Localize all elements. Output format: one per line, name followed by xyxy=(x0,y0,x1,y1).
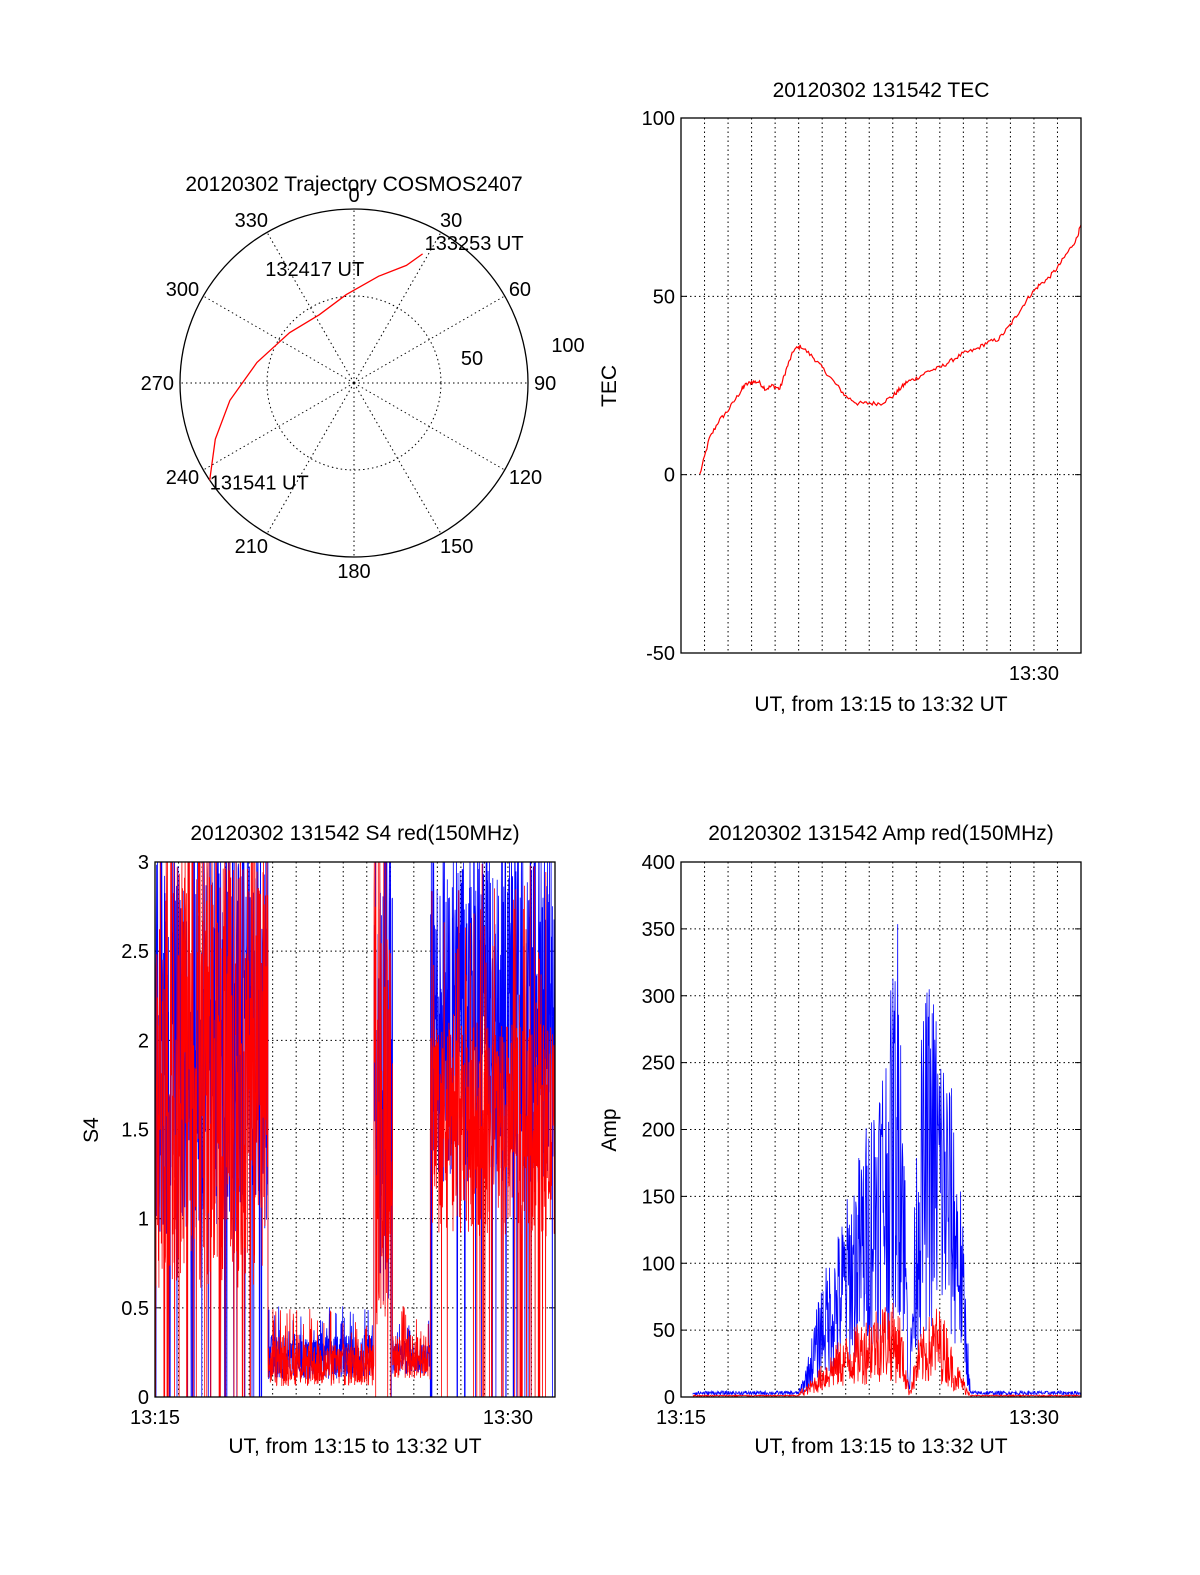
polar-azimuth-label: 60 xyxy=(509,279,531,301)
tec-ytick-label: 100 xyxy=(642,108,675,130)
amp-ytick-label: 300 xyxy=(642,986,675,1008)
s4-ytick-label: 3 xyxy=(138,852,149,874)
polar-azimuth-label: 300 xyxy=(166,279,199,301)
amp-series-blue xyxy=(692,924,1081,1397)
tec-xlabel: UT, from 13:15 to 13:32 UT xyxy=(754,693,1007,716)
s4-series-red xyxy=(155,862,555,1397)
polar-outer-circle xyxy=(179,208,529,558)
amp-panel: 20120302 131542 Amp red(150MHz) UT, from… xyxy=(598,822,1082,1458)
trajectory-annotation: 131541 UT xyxy=(210,472,309,494)
s4-xtick-label: 13:30 xyxy=(483,1407,533,1429)
polar-azimuth-label: 30 xyxy=(440,210,462,232)
polar-azimuth-label: 0 xyxy=(348,185,359,207)
polar-spoke xyxy=(266,232,355,384)
amp-ylabel: Amp xyxy=(598,1108,621,1151)
polar-radius-label: 50 xyxy=(461,348,483,370)
s4-xlabel: UT, from 13:15 to 13:32 UT xyxy=(228,1435,481,1458)
tec-ylabel: TEC xyxy=(598,365,621,407)
tec-ytick-label: 50 xyxy=(653,286,675,308)
tec-xtick-label: 13:30 xyxy=(1009,663,1059,685)
tec-plot-frame xyxy=(680,117,1082,654)
amp-series-red xyxy=(692,1302,1081,1397)
tec-title: 20120302 131542 TEC xyxy=(773,79,990,102)
trajectory-track xyxy=(209,253,423,481)
amp-ytick-label: 150 xyxy=(642,1186,675,1208)
tec-panel: 20120302 131542 TEC UT, from 13:15 to 13… xyxy=(598,79,1082,716)
polar-spoke xyxy=(203,382,355,471)
amp-title: 20120302 131542 Amp red(150MHz) xyxy=(708,822,1054,845)
polar-azimuth-label: 90 xyxy=(534,373,556,395)
s4-ytick-label: 1 xyxy=(138,1209,149,1231)
polar-radius-label: 100 xyxy=(551,335,584,357)
trajectory-annotation: 133253 UT xyxy=(425,233,524,255)
polar-spoke xyxy=(353,382,505,471)
amp-ytick-label: 0 xyxy=(664,1387,675,1409)
s4-ytick-label: 1.5 xyxy=(121,1120,149,1142)
polar-azimuth-label: 150 xyxy=(440,536,473,558)
polar-spoke xyxy=(203,295,355,384)
s4-ytick-label: 0 xyxy=(138,1387,149,1409)
s4-plot-frame xyxy=(154,861,556,1398)
polar-spoke xyxy=(266,382,355,534)
amp-ytick-label: 200 xyxy=(642,1120,675,1142)
polar-azimuth-label: 270 xyxy=(141,373,174,395)
s4-panel: 20120302 131542 S4 red(150MHz) UT, from … xyxy=(80,822,556,1458)
s4-ylabel: S4 xyxy=(80,1117,103,1143)
tec-ytick-label: 0 xyxy=(664,465,675,487)
amp-ytick-label: 250 xyxy=(642,1053,675,1075)
amp-xtick-label: 13:15 xyxy=(656,1407,706,1429)
s4-xtick-label: 13:15 xyxy=(130,1407,180,1429)
tec-series-line xyxy=(699,224,1082,475)
amp-xlabel: UT, from 13:15 to 13:32 UT xyxy=(754,1435,1007,1458)
polar-spoke xyxy=(353,232,442,384)
trajectory-panel: 20120302 Trajectory COSMOS2407 0 30 60 90 12… xyxy=(141,173,585,583)
amp-ytick-label: 350 xyxy=(642,919,675,941)
s4-ytick-label: 2.5 xyxy=(121,941,149,963)
s4-title: 20120302 131542 S4 red(150MHz) xyxy=(190,822,519,845)
amp-ytick-label: 50 xyxy=(653,1320,675,1342)
polar-azimuth-label: 330 xyxy=(235,210,268,232)
trajectory-annotation: 132417 UT xyxy=(265,259,364,281)
s4-ytick-label: 0.5 xyxy=(121,1298,149,1320)
amp-xtick-label: 13:30 xyxy=(1009,1407,1059,1429)
polar-spoke xyxy=(353,382,442,534)
amp-ytick-label: 100 xyxy=(642,1253,675,1275)
amp-plot-frame xyxy=(680,861,1082,1398)
polar-azimuth-label: 180 xyxy=(337,561,370,583)
tec-ytick-label: -50 xyxy=(646,643,675,665)
trajectory-title: 20120302 Trajectory COSMOS2407 xyxy=(185,173,522,196)
polar-azimuth-label: 240 xyxy=(166,467,199,489)
amp-ytick-label: 400 xyxy=(642,852,675,874)
s4-ytick-label: 2 xyxy=(138,1030,149,1052)
polar-azimuth-label: 210 xyxy=(235,536,268,558)
polar-azimuth-label: 120 xyxy=(509,467,542,489)
polar-spoke xyxy=(353,295,505,384)
